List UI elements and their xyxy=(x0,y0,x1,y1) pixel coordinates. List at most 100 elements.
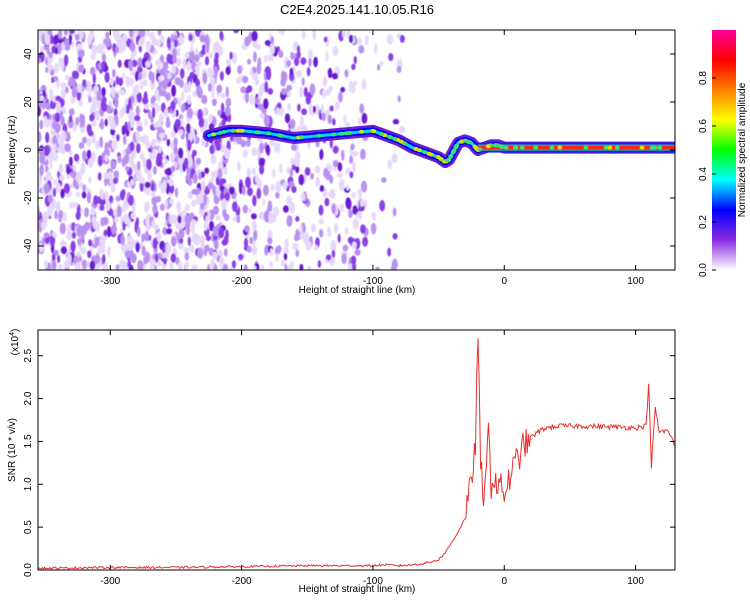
noise-speck xyxy=(275,181,282,192)
noise-speck xyxy=(115,75,120,85)
noise-speck xyxy=(225,229,229,241)
noise-speck xyxy=(155,59,161,67)
noise-speck xyxy=(38,177,42,188)
noise-speck xyxy=(52,141,57,154)
noise-speck xyxy=(49,235,54,247)
noise-speck xyxy=(38,232,41,243)
noise-speck xyxy=(158,75,163,82)
ridge-speck xyxy=(451,148,457,153)
noise-speck xyxy=(233,30,239,34)
noise-speck xyxy=(374,42,378,55)
noise-speck xyxy=(76,226,81,237)
noise-speck xyxy=(155,195,162,203)
noise-speck xyxy=(239,183,243,195)
noise-speck xyxy=(179,117,184,128)
noise-speck xyxy=(267,88,274,95)
noise-speck xyxy=(138,72,143,81)
noise-speck xyxy=(179,238,184,244)
noise-speck xyxy=(77,49,85,58)
ridge-speck xyxy=(549,145,555,150)
noise-speck xyxy=(220,92,226,99)
noise-speck xyxy=(45,131,50,144)
noise-speck xyxy=(71,70,78,80)
noise-speck xyxy=(295,228,300,238)
noise-speck xyxy=(162,61,169,71)
ridge-speck xyxy=(503,145,509,150)
noise-speck xyxy=(51,260,57,270)
noise-speck xyxy=(97,172,102,181)
noise-speck xyxy=(267,229,273,240)
noise-speck xyxy=(104,118,108,127)
noise-speck xyxy=(396,65,402,74)
noise-speck xyxy=(45,67,49,73)
noise-speck xyxy=(58,30,63,40)
noise-speck xyxy=(142,79,148,86)
ridge-speck xyxy=(614,145,620,150)
noise-speck xyxy=(351,63,356,70)
ridge-speck xyxy=(426,151,432,156)
noise-speck xyxy=(178,228,185,239)
noise-speck xyxy=(76,204,81,216)
noise-speck xyxy=(149,260,155,270)
noise-speck xyxy=(225,66,231,76)
noise-speck xyxy=(365,34,369,46)
noise-speck xyxy=(129,249,134,261)
noise-speck xyxy=(60,188,65,199)
noise-speck xyxy=(157,30,162,37)
noise-speck xyxy=(197,108,204,121)
noise-speck xyxy=(360,148,366,160)
noise-speck xyxy=(263,55,268,63)
noise-speck xyxy=(184,250,190,261)
noise-speck xyxy=(54,47,59,55)
y-tick-label: 20 xyxy=(23,96,34,108)
noise-speck xyxy=(329,174,334,184)
noise-speck xyxy=(107,105,112,114)
noise-speck xyxy=(287,90,292,97)
noise-speck xyxy=(124,250,131,259)
noise-speck xyxy=(314,104,320,116)
noise-speck xyxy=(38,105,42,117)
noise-speck xyxy=(341,253,347,265)
noise-speck xyxy=(194,234,200,246)
noise-speck xyxy=(86,191,92,204)
noise-speck xyxy=(103,172,109,180)
noise-speck xyxy=(94,264,99,270)
noise-speck xyxy=(179,68,185,79)
noise-speck xyxy=(72,77,76,90)
noise-speck xyxy=(100,242,106,254)
noise-speck xyxy=(153,122,158,129)
noise-speck xyxy=(177,260,183,270)
noise-speck xyxy=(145,215,150,227)
noise-speck xyxy=(397,95,401,103)
noise-speck xyxy=(284,113,291,124)
noise-speck xyxy=(246,167,251,178)
noise-speck xyxy=(125,153,130,163)
noise-speck xyxy=(345,197,352,210)
noise-speck xyxy=(242,75,249,84)
noise-speck xyxy=(209,144,215,155)
noise-speck xyxy=(215,186,219,196)
noise-speck xyxy=(184,215,191,223)
noise-speck xyxy=(307,265,312,270)
noise-speck xyxy=(116,264,120,270)
noise-speck xyxy=(294,57,300,66)
noise-speck xyxy=(344,69,349,78)
noise-speck xyxy=(93,195,99,206)
noise-speck xyxy=(337,162,343,172)
noise-speck xyxy=(94,109,101,121)
noise-speck xyxy=(319,185,325,192)
noise-speck xyxy=(340,149,345,161)
noise-speck xyxy=(60,82,67,89)
noise-speck xyxy=(358,189,363,200)
noise-speck xyxy=(216,84,223,94)
ridge-speck xyxy=(279,133,284,138)
noise-speck xyxy=(202,106,207,116)
ridge-speck xyxy=(512,145,518,150)
noise-speck xyxy=(218,47,224,57)
noise-speck xyxy=(131,201,136,214)
noise-speck xyxy=(135,131,140,139)
noise-speck xyxy=(158,132,165,139)
colorbar-label: Normalized spectral amplitude xyxy=(737,82,748,217)
noise-speck xyxy=(51,232,57,238)
snr-y-scale-base: (x10 xyxy=(10,335,21,355)
